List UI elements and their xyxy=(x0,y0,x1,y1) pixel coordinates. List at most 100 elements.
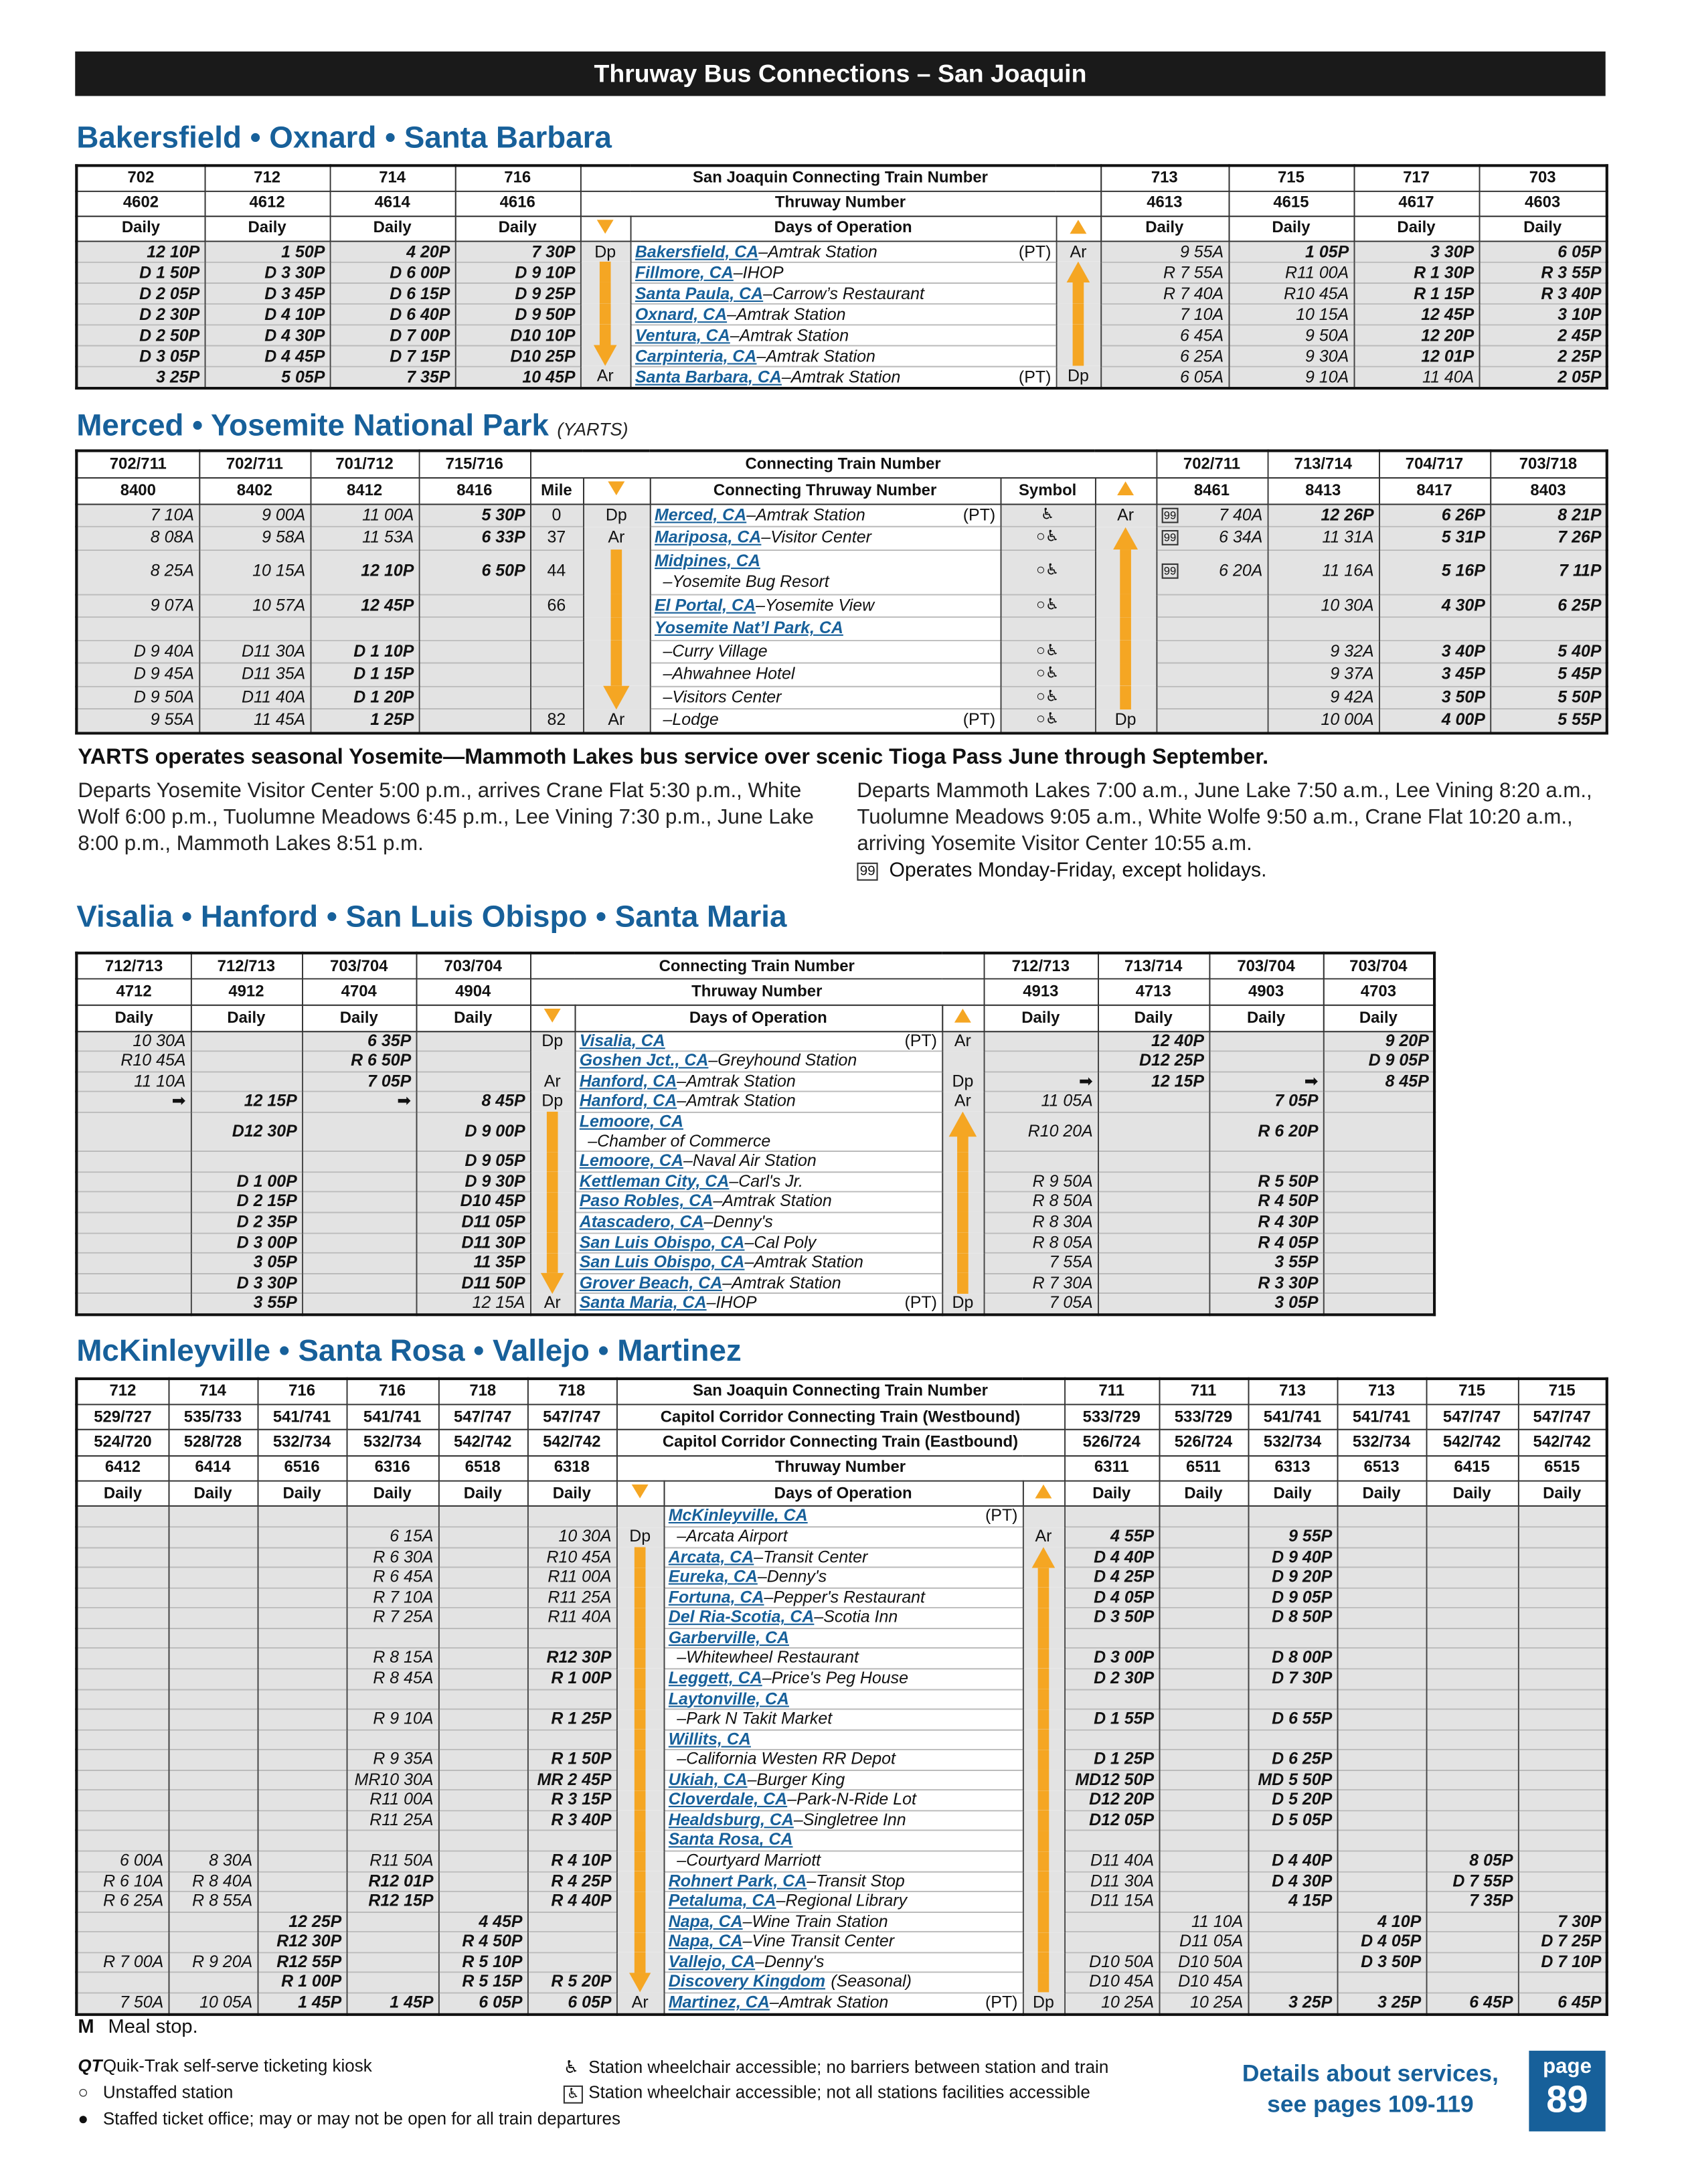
cell: D10 45A xyxy=(1064,1972,1160,1993)
cell: Discovery Kingdom (Seasonal) xyxy=(663,1972,1023,1993)
cell xyxy=(1021,1912,1066,1932)
table-body: 12 10P 1 50P 4 20P 7 30P Dp (PT) Bakersfield, … xyxy=(76,240,1608,388)
cell-text: D 7 30P xyxy=(1272,1669,1333,1688)
cell: D 1 50P xyxy=(76,260,205,282)
direction: Ar xyxy=(954,1092,971,1111)
cell: Santa Rosa, CA xyxy=(663,1830,1023,1851)
head-cell: Daily xyxy=(1228,215,1355,242)
cell: R 3 40P xyxy=(526,1810,617,1831)
cell xyxy=(167,1789,258,1811)
cell: D11 30A xyxy=(198,639,311,663)
cell xyxy=(1322,1091,1436,1112)
cell xyxy=(167,1728,258,1750)
cell-text: 10 30A xyxy=(1321,594,1374,614)
cell: D11 40A xyxy=(198,685,311,709)
cell xyxy=(941,1191,985,1213)
cell: 4 30P xyxy=(1377,593,1491,617)
head-cell: 702 xyxy=(76,165,205,191)
station-detail: –Amtrak Station xyxy=(769,1993,889,2012)
cell: 8 08A xyxy=(76,525,200,550)
cell-text: 8 05P xyxy=(1469,1851,1513,1870)
station-place: Carpinteria, CA xyxy=(635,345,757,365)
cell: D 9 40A xyxy=(76,639,200,663)
cell-text: 1 25P xyxy=(370,709,414,730)
cell: 8 30A xyxy=(167,1850,258,1871)
legend-mark: ○ xyxy=(78,2082,89,2102)
cell: 3 25P xyxy=(76,365,205,388)
head-row: Daily Daily Daily Daily Days of Operation Dai… xyxy=(76,215,1608,242)
head-cell: Capitol Corridor Connecting Train (Westb… xyxy=(615,1404,1066,1431)
cell-text: D 1 00P xyxy=(236,1171,297,1191)
cell xyxy=(167,1769,258,1790)
cell xyxy=(76,1546,169,1568)
cell-text: ○♿ xyxy=(1036,562,1060,580)
cell: 11 40A xyxy=(1353,365,1480,388)
station-detail: –Singletree Inn xyxy=(793,1811,906,1830)
cell xyxy=(256,1728,347,1750)
arrow-shaft xyxy=(634,1689,646,1709)
station-detail: –Amtrak Station xyxy=(713,1191,832,1211)
cell-text: D11 50P xyxy=(461,1273,525,1292)
cell: –Courtyard Marriott xyxy=(663,1850,1023,1871)
body-row: R 1 00P R 5 15P R 5 20P Discovery Kingdom (S… xyxy=(76,1972,1608,1993)
cell: 9 37A xyxy=(1266,662,1379,686)
table-head: 702/711 702/711 701/712 715/716 Connecting T… xyxy=(76,450,1608,505)
legend-item: ♿ Station wheelchair accessible; no barri… xyxy=(564,2056,1108,2077)
arrow-shaft xyxy=(634,1729,646,1750)
direction: Dp xyxy=(541,1031,564,1050)
cell: 5 05P xyxy=(203,365,331,388)
cell-text: D10 50A xyxy=(1178,1952,1244,1972)
cell xyxy=(579,261,631,282)
cell-text: R 9 20A xyxy=(192,1952,253,1972)
cell: 6 45A xyxy=(1100,323,1230,345)
cell: 12 20P xyxy=(1353,323,1480,345)
body-row: D 3 05P D 4 45P D 7 15P D10 25P Carpinteria,… xyxy=(76,344,1608,366)
cell: 12 15P xyxy=(189,1091,303,1112)
cell: R11 00A xyxy=(526,1566,617,1588)
arrow-shaft xyxy=(634,1588,646,1608)
cell-text: D10 45A xyxy=(1178,1972,1244,1992)
cell-text: R 7 10A xyxy=(373,1588,434,1607)
cell xyxy=(579,345,631,366)
cell: 5 31P xyxy=(1377,525,1491,550)
arrow-shaft xyxy=(1037,1588,1049,1608)
body-row: 7 10A 9 00A 11 00A 5 30P 0 Dp (PT) Merced, CA–A… xyxy=(76,503,1608,527)
cell xyxy=(1158,1566,1249,1588)
cell xyxy=(941,1232,985,1253)
cell: D 6 00P xyxy=(329,260,456,282)
legend-text: Unstaffed station xyxy=(102,2082,234,2102)
head-cell: Daily xyxy=(1100,215,1230,242)
cell: 7 30P xyxy=(1517,1911,1608,1932)
cell xyxy=(76,1647,169,1669)
cell-text: 10 30A xyxy=(133,1031,186,1050)
cell-text: R12 01P xyxy=(368,1871,434,1890)
cell xyxy=(1517,1830,1608,1851)
cell: 11 00A xyxy=(309,503,420,527)
arrow-shaft xyxy=(1037,1608,1049,1628)
cell-text: 7 05P xyxy=(1274,1092,1319,1111)
cell: 3 50P xyxy=(1377,685,1491,709)
cell: R 7 00A xyxy=(76,1951,169,1973)
station-place: Visalia, CA xyxy=(579,1031,665,1050)
cell: D 1 10P xyxy=(309,639,420,663)
head-cell: Daily xyxy=(983,1004,1099,1032)
cell: Ventura, CA–Amtrak Station xyxy=(629,323,1057,345)
cell-text: D 2 05P xyxy=(139,282,200,303)
cell-text: D 6 00P xyxy=(390,262,450,282)
cell xyxy=(1158,1728,1249,1750)
cell-text: D 3 00P xyxy=(236,1232,297,1252)
cell: D12 20P xyxy=(1064,1789,1160,1811)
cell-text: R 8 15A xyxy=(373,1648,434,1667)
cell: D 9 40P xyxy=(1247,1546,1338,1568)
time-zone: (PT) xyxy=(1018,241,1052,261)
cell xyxy=(345,1688,439,1709)
cell xyxy=(1094,616,1157,641)
cell-text: D 3 30P xyxy=(264,262,325,282)
station-place: Discovery Kingdom xyxy=(668,1972,826,1992)
cell xyxy=(76,1749,169,1770)
cell: R 1 00P xyxy=(526,1668,617,1689)
cell: 3 05P xyxy=(1208,1292,1324,1315)
direction-triangle xyxy=(631,1485,649,1499)
cell: 3 25P xyxy=(1336,1992,1427,2014)
station-detail: –Curry Village xyxy=(663,641,768,661)
